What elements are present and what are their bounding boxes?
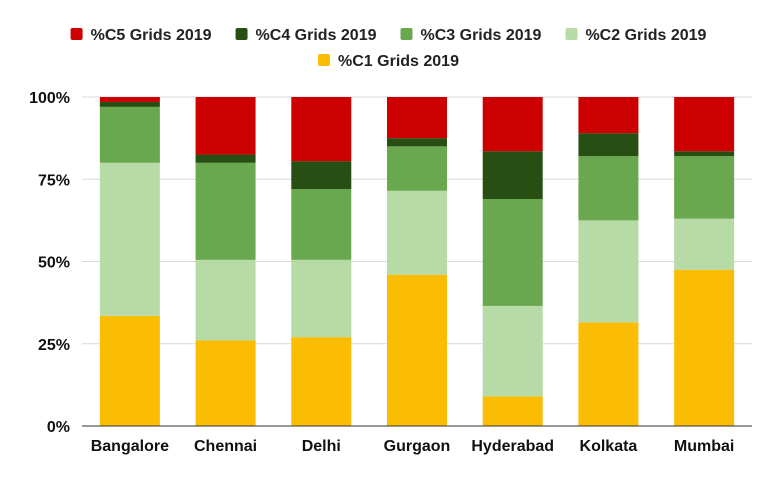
bar-segment-pct-c5-grids-2019-mumbai bbox=[674, 97, 735, 152]
bar-segment-pct-c3-grids-2019-gurgaon bbox=[387, 146, 447, 191]
bar-segment-pct-c2-grids-2019-kolkata bbox=[578, 220, 639, 323]
bar-segment-pct-c4-grids-2019-gurgaon bbox=[387, 138, 447, 147]
x-tick-label: Bangalore bbox=[91, 438, 169, 455]
bar-segment-pct-c4-grids-2019-bangalore bbox=[99, 101, 160, 107]
x-tick-label: Chennai bbox=[194, 438, 257, 455]
bar-segment-pct-c5-grids-2019-chennai bbox=[195, 97, 256, 155]
bar-group-gurgaon bbox=[387, 97, 447, 426]
legend-label: %C3 Grids 2019 bbox=[421, 27, 542, 44]
legend-item-pct-c3-grids-2019: %C3 Grids 2019 bbox=[400, 27, 542, 44]
legend-swatch bbox=[565, 28, 578, 40]
legend-label: %C5 Grids 2019 bbox=[91, 27, 212, 44]
bar-segment-pct-c4-grids-2019-kolkata bbox=[578, 133, 639, 157]
bar-segment-pct-c4-grids-2019-chennai bbox=[195, 154, 256, 163]
bar-group-chennai bbox=[195, 97, 256, 426]
bar-segment-pct-c2-grids-2019-delhi bbox=[291, 259, 352, 338]
legend-item-pct-c1-grids-2019: %C1 Grids 2019 bbox=[318, 53, 459, 70]
y-tick-label: 25% bbox=[38, 337, 70, 354]
legend-label: %C2 Grids 2019 bbox=[585, 27, 706, 44]
x-tick-label: Hyderabad bbox=[471, 438, 554, 455]
x-axis: Bangalore Chennai Delhi Gurgaon Hyderabad Kol… bbox=[82, 425, 752, 455]
bar-segment-pct-c1-grids-2019-bangalore bbox=[99, 315, 160, 426]
bar-group-delhi bbox=[291, 97, 352, 426]
x-tick-label: Delhi bbox=[302, 438, 341, 455]
bar-segment-pct-c1-grids-2019-chennai bbox=[195, 340, 256, 426]
legend-swatch bbox=[400, 28, 413, 40]
bar-segment-pct-c5-grids-2019-bangalore bbox=[99, 97, 160, 102]
x-tick-label: Kolkata bbox=[580, 438, 638, 455]
bar-segment-pct-c5-grids-2019-delhi bbox=[291, 97, 352, 162]
legend-swatch bbox=[235, 28, 248, 40]
bar-segment-pct-c4-grids-2019-delhi bbox=[291, 161, 352, 190]
bar-segment-pct-c1-grids-2019-kolkata bbox=[578, 322, 639, 426]
bar-segment-pct-c2-grids-2019-bangalore bbox=[99, 162, 160, 316]
y-axis: 0% 25% 50% 75% 100% bbox=[29, 90, 70, 436]
bar-segment-pct-c2-grids-2019-chennai bbox=[195, 259, 256, 341]
bar-group-kolkata bbox=[578, 97, 639, 426]
bar-group-bangalore bbox=[99, 97, 160, 426]
y-tick-label: 50% bbox=[38, 255, 70, 272]
bar-group-hyderabad bbox=[482, 97, 543, 426]
bar-segment-pct-c3-grids-2019-delhi bbox=[291, 189, 352, 260]
chart-bars bbox=[99, 97, 735, 426]
legend-swatch bbox=[70, 28, 83, 40]
bar-segment-pct-c2-grids-2019-gurgaon bbox=[387, 190, 447, 275]
bar-segment-pct-c1-grids-2019-hyderabad bbox=[482, 396, 543, 426]
legend-item-pct-c2-grids-2019: %C2 Grids 2019 bbox=[565, 27, 707, 44]
legend-label: %C4 Grids 2019 bbox=[256, 27, 377, 44]
bar-segment-pct-c5-grids-2019-gurgaon bbox=[387, 97, 447, 139]
legend-item-pct-c5-grids-2019: %C5 Grids 2019 bbox=[70, 27, 212, 44]
bar-segment-pct-c1-grids-2019-gurgaon bbox=[387, 274, 447, 426]
y-tick-label: 0% bbox=[47, 419, 70, 436]
bar-segment-pct-c1-grids-2019-mumbai bbox=[674, 269, 735, 426]
y-tick-label: 100% bbox=[29, 90, 70, 107]
bar-segment-pct-c2-grids-2019-mumbai bbox=[674, 218, 735, 270]
legend-item-pct-c4-grids-2019: %C4 Grids 2019 bbox=[235, 27, 377, 44]
bar-segment-pct-c3-grids-2019-mumbai bbox=[674, 156, 735, 219]
legend-swatch bbox=[318, 54, 331, 66]
bar-segment-pct-c4-grids-2019-mumbai bbox=[674, 151, 735, 157]
bar-segment-pct-c1-grids-2019-delhi bbox=[291, 337, 352, 426]
bar-segment-pct-c5-grids-2019-hyderabad bbox=[482, 97, 543, 152]
y-tick-label: 75% bbox=[38, 172, 70, 189]
chart-legend: %C5 Grids 2019 %C4 Grids 2019 %C3 Grids 20… bbox=[70, 27, 707, 70]
bar-segment-pct-c3-grids-2019-chennai bbox=[195, 162, 256, 260]
bar-segment-pct-c3-grids-2019-kolkata bbox=[578, 156, 639, 221]
bar-group-mumbai bbox=[674, 97, 735, 426]
bar-segment-pct-c4-grids-2019-hyderabad bbox=[482, 151, 543, 199]
bar-segment-pct-c2-grids-2019-hyderabad bbox=[482, 305, 543, 397]
bar-segment-pct-c3-grids-2019-bangalore bbox=[99, 106, 160, 163]
bar-segment-pct-c3-grids-2019-hyderabad bbox=[482, 198, 543, 306]
legend-label: %C1 Grids 2019 bbox=[338, 53, 459, 70]
bar-segment-pct-c5-grids-2019-kolkata bbox=[578, 97, 639, 134]
x-tick-label: Gurgaon bbox=[384, 438, 451, 455]
x-tick-label: Mumbai bbox=[674, 438, 734, 455]
